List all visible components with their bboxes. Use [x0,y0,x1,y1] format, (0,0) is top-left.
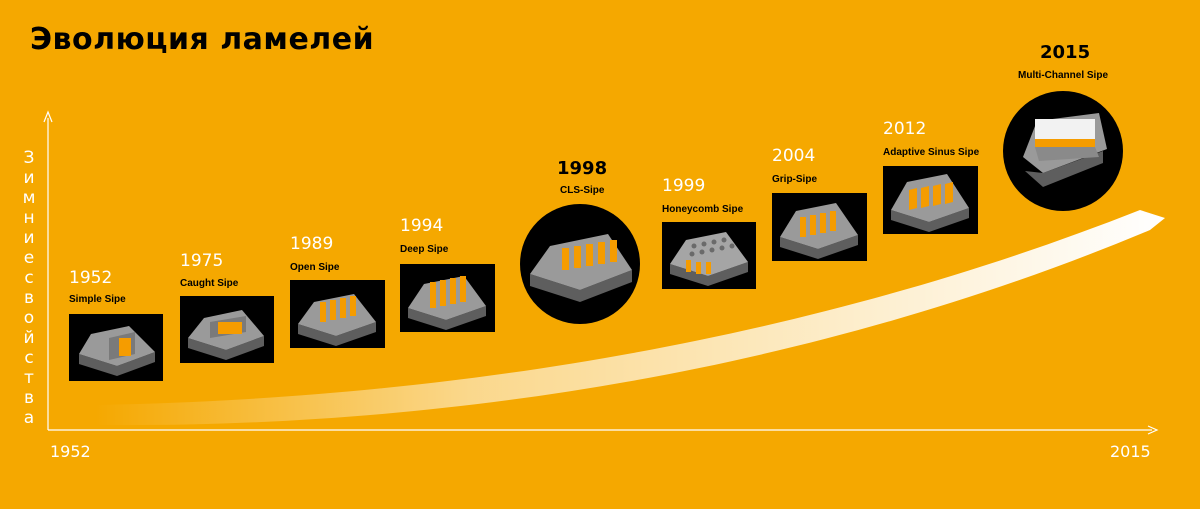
page-title: Эволюция ламелей [30,22,375,57]
milestone-name-1989: Open Sipe [290,262,340,273]
y-axis-label-char: о [23,308,35,328]
y-axis-label-char: м [22,188,36,208]
milestone-year-1989: 1989 [290,234,334,254]
sipe-image-1952 [69,314,163,381]
y-axis-label-char: с [24,268,34,288]
milestone-year-1998: 1998 [557,158,608,179]
y-axis-label-char: З [23,148,35,168]
y-axis-label-char: и [23,228,35,248]
milestone-year-1952: 1952 [69,268,113,288]
sipe-image-1989 [290,280,385,348]
y-axis-label-char: в [23,388,35,408]
milestone-year-1999: 1999 [662,176,706,196]
milestone-name-2004: Grip-Sipe [772,174,818,185]
milestone-year-2015: 2015 [1040,42,1091,63]
sipe-image-1999 [662,222,756,289]
trend-arrow [95,210,1165,426]
milestone-year-1994: 1994 [400,216,444,236]
y-axis-label-char: н [23,208,35,228]
sipe-image-2004 [772,193,867,261]
sipe-image-1998 [520,204,640,324]
milestone-name-1998: CLS-Sipe [560,185,605,196]
x-axis-end-label: 2015 [1110,442,1151,461]
y-axis-label-char: й [23,328,35,348]
y-axis-label-char: с [24,348,34,368]
sipe-image-2012 [883,166,978,234]
sipe-image-1994 [400,264,495,332]
sipe-image-1975 [180,296,274,363]
y-axis-label-char: в [23,288,35,308]
y-axis-label-char: е [23,248,35,268]
milestone-name-2015: Multi-Channel Sipe [1018,70,1108,81]
milestone-year-2012: 2012 [883,119,927,139]
x-axis-start-label: 1952 [50,442,91,461]
milestone-year-2004: 2004 [772,146,816,166]
milestone-name-1994: Deep Sipe [400,244,449,255]
y-axis-label-char: а [23,408,35,428]
y-axis-label-char: и [23,168,35,188]
y-axis-label-char: т [24,368,34,388]
milestone-year-1975: 1975 [180,251,224,271]
milestone-name-1975: Caught Sipe [180,278,239,289]
milestone-name-2012: Adaptive Sinus Sipe [883,147,980,158]
milestone-name-1952: Simple Sipe [69,294,126,305]
milestone-name-1999: Honeycomb Sipe [662,204,744,215]
sipe-image-2015 [1003,91,1123,211]
